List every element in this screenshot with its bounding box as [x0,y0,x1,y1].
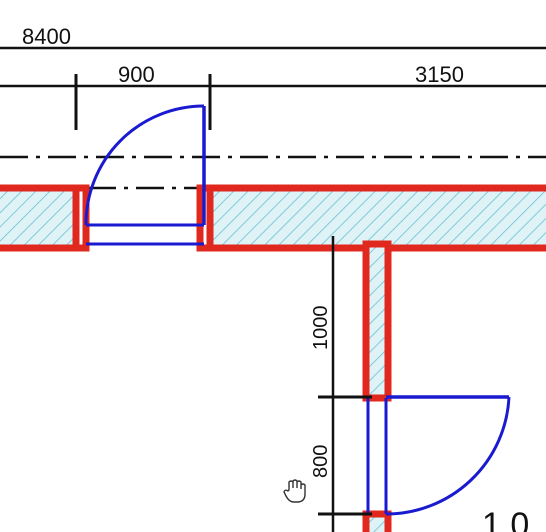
dimension-segments: 900 3150 [0,62,546,130]
door-swing-arc-right [385,396,511,516]
wall-horizontal-left [0,184,90,252]
door-top [84,104,206,246]
dimension-label-door-vertical: 800 [310,445,332,478]
wall-segment-left [0,184,84,252]
wall-segment-right [200,184,546,252]
wall-segment-vertical [362,240,392,402]
hand-cursor-icon [283,479,306,503]
dimension-label-wall-vertical: 1000 [310,306,332,351]
dimension-label-door: 900 [118,62,155,87]
room-label-partial: 1.0 [482,506,529,532]
wall-segment-vertical-bottom [362,510,392,532]
dimension-vertical: 1000 800 [310,236,372,532]
dimension-label-overall: 8400 [22,24,71,49]
door-jamb-left [72,184,90,252]
dimension-overall: 8400 [0,24,546,50]
wall-vertical [362,240,392,532]
wall-horizontal-right [196,184,546,252]
door-swing-arc-top [84,104,205,226]
axis-lines [0,155,546,190]
door-right [366,395,511,516]
dimension-label-right: 3150 [415,62,464,87]
